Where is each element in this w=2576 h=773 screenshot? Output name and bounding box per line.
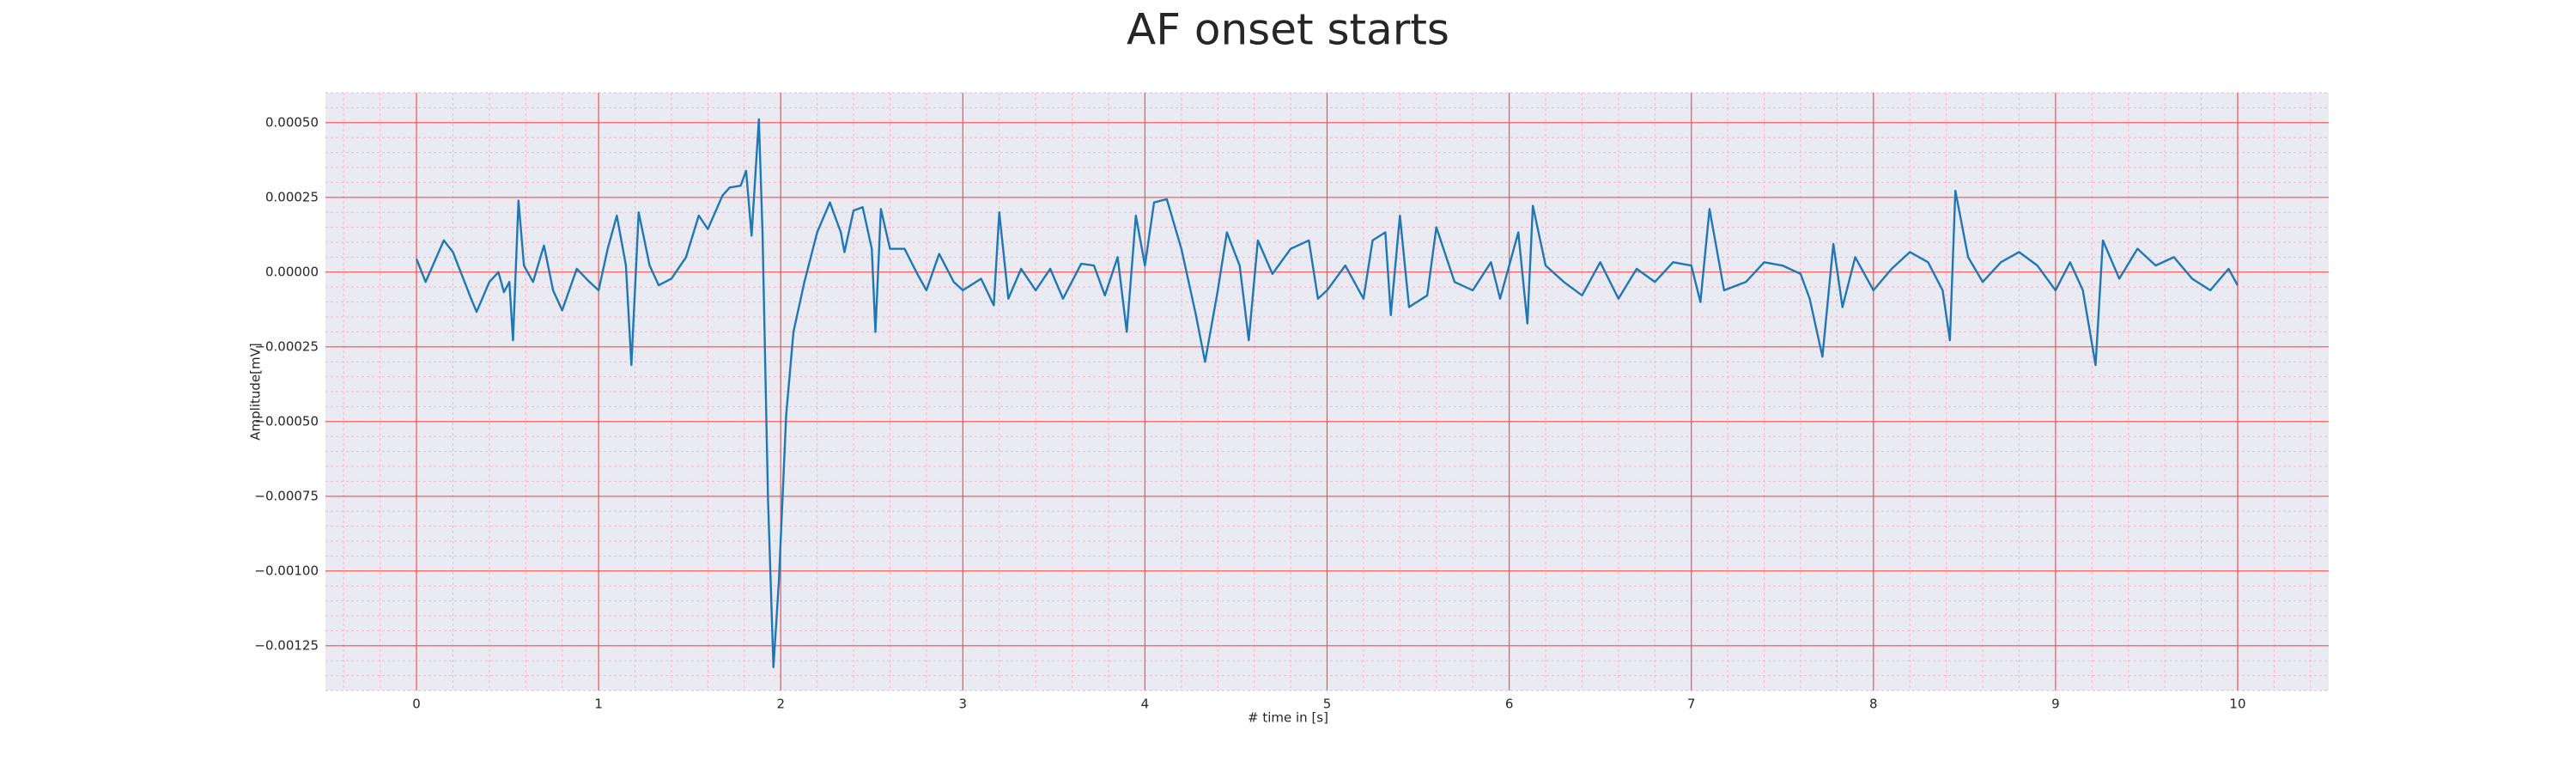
x-tick-label: 7 [1687, 697, 1696, 712]
y-tick-label: −0.00050 [254, 413, 319, 429]
y-tick-label: −0.00100 [254, 563, 319, 578]
x-tick-label: 0 [412, 697, 421, 712]
x-tick-label: 4 [1141, 697, 1150, 712]
y-tick-label: 0.00025 [265, 189, 319, 204]
x-tick-label: 3 [959, 697, 968, 712]
x-tick-label: 1 [594, 697, 603, 712]
x-tick-label: 10 [2229, 697, 2245, 712]
y-tick-label: 0.00000 [265, 264, 319, 279]
x-tick-label: 6 [1505, 697, 1514, 712]
y-tick-label: −0.00025 [254, 338, 319, 354]
x-axis-label: # time in [s] [1248, 710, 1328, 726]
x-tick-label: 5 [1323, 697, 1332, 712]
y-axis-label: Amplitude[mV] [248, 343, 264, 440]
y-tick-label: −0.00125 [254, 637, 319, 653]
x-tick-label: 8 [1869, 697, 1878, 712]
line-series [415, 118, 2239, 669]
chart-title: AF onset starts [1127, 5, 1449, 55]
y-tick-label: −0.00075 [254, 488, 319, 503]
y-tick-label: 0.00050 [265, 114, 319, 130]
x-tick-label: 9 [2051, 697, 2060, 712]
x-tick-label: 2 [776, 697, 785, 712]
